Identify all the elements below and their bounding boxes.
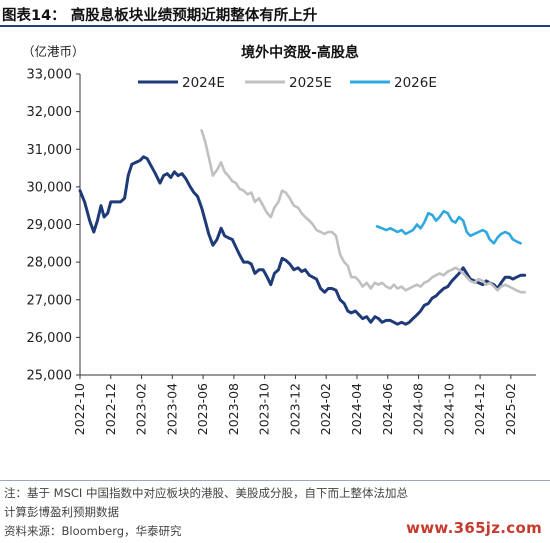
y-tick-label: 25,000 [27,369,73,384]
watermark: www.365jz.com [406,519,542,537]
x-tick-label: 2023-02 [134,383,149,435]
series-group [78,129,527,326]
figure-title: 图表14： 高股息板块业绩预期近期整体有所上升 [2,8,318,24]
legend-label-2026E: 2026E [394,75,437,91]
x-tick-label: 2023-10 [257,383,272,435]
x-tick-label: 2023-06 [195,383,210,435]
legend-label-2025E: 2025E [289,75,332,91]
series-line-2026E [375,210,522,245]
line-chart: （亿港币） 境外中资股-高股息 2024E 2025E 2026E 25,000 26… [22,44,536,435]
footer-rule [0,480,550,481]
x-tick-label: 2024-08 [411,383,426,435]
x-tick-label: 2024-04 [349,383,364,435]
note-line: 注：基于 MSCI 中国指数中对应板块的港股、美股成分股，自下而上整体法加总 [4,486,408,500]
series-line-2025E [200,129,526,294]
y-tick-label: 30,000 [27,180,73,195]
x-tick-label: 2024-02 [318,383,333,435]
figure-notes: 注：基于 MSCI 中国指数中对应板块的港股、美股成分股，自下而上整体法加总 计… [4,484,544,541]
y-tick-label: 28,000 [27,256,73,271]
x-tick-label: 2022-12 [103,383,118,435]
x-tick-label: 2023-08 [226,383,241,435]
x-tick-label: 2024-10 [441,383,456,435]
unit-label: （亿港币） [22,44,85,59]
y-tick-label: 26,000 [27,331,73,346]
y-tick-label: 31,000 [27,143,73,158]
source-line: 资料来源：Bloomberg，华泰研究 [4,524,182,538]
legend: 2024E 2025E 2026E [138,75,437,91]
x-tick-label: 2024-06 [380,383,395,435]
y-tick-label: 33,000 [27,68,73,83]
series-line-2024E [78,155,527,326]
x-tick-label: 2024-12 [472,383,487,435]
figure-header: 图表14： 高股息板块业绩预期近期整体有所上升 [0,0,550,27]
header-rule [0,25,550,27]
x-tick-label: 2023-12 [287,383,302,435]
legend-label-2024E: 2024E [182,75,225,91]
chart-title: 境外中资股-高股息 [241,44,359,61]
x-tick-label: 2022-10 [72,383,87,435]
x-tick-label: 2023-04 [164,383,179,435]
x-tick-label: 2025-02 [503,383,518,435]
note-line: 计算彭博盈利预期数据 [4,505,119,519]
y-tick-label: 32,000 [27,105,73,120]
x-axis: 2022-10 2022-12 2023-02 2023-04 2023-06 2023-… [72,374,536,435]
y-tick-label: 29,000 [27,218,73,233]
y-tick-label: 27,000 [27,293,73,308]
y-axis: 25,000 26,000 27,000 28,000 29,000 30,000 31,0… [27,68,81,384]
